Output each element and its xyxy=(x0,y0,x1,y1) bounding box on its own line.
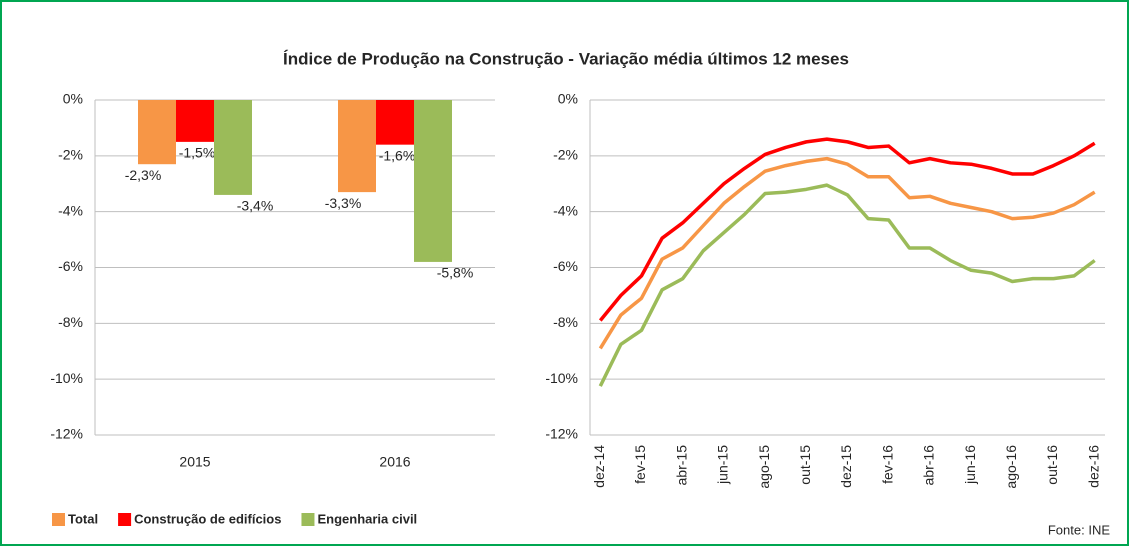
y-tick-label: -2% xyxy=(553,147,578,163)
x-tick-label: fev-16 xyxy=(879,445,895,484)
legend-label: Construção de edifícios xyxy=(134,511,281,526)
chart-title: Índice de Produção na Construção - Varia… xyxy=(283,49,849,68)
x-tick-label: ago-16 xyxy=(1003,445,1019,489)
bar xyxy=(376,100,414,145)
x-tick-label: 2015 xyxy=(179,454,210,470)
source: Fonte: INE xyxy=(1048,522,1110,537)
bar xyxy=(176,100,214,142)
line xyxy=(598,137,1096,322)
legend-label: Engenharia civil xyxy=(317,511,417,526)
bar xyxy=(214,100,252,195)
x-tick-label: dez-14 xyxy=(591,445,607,488)
data-label: -3,3% xyxy=(325,195,362,211)
y-tick-label: 0% xyxy=(558,91,578,107)
x-tick-label: fev-15 xyxy=(632,445,648,484)
data-label: -1,5% xyxy=(179,145,216,161)
x-tick-label: 2016 xyxy=(379,454,410,470)
data-label: -3,4% xyxy=(237,198,274,214)
legend-label: Total xyxy=(68,511,98,526)
y-tick-label: 0% xyxy=(63,91,83,107)
bar xyxy=(138,100,176,165)
y-tick-label: -8% xyxy=(553,314,578,330)
x-tick-label: dez-15 xyxy=(838,445,854,488)
x-tick-label: ago-15 xyxy=(756,445,772,489)
data-label: -5,8% xyxy=(437,265,474,281)
x-tick-label: abr-16 xyxy=(921,445,937,486)
bar xyxy=(414,100,452,262)
x-tick-label: out-16 xyxy=(1044,445,1060,485)
y-tick-label: -12% xyxy=(545,426,578,442)
y-tick-label: -10% xyxy=(545,370,578,386)
data-label: -2,3% xyxy=(125,167,162,183)
y-tick-label: -6% xyxy=(58,258,83,274)
y-tick-label: -6% xyxy=(553,258,578,274)
line xyxy=(598,156,1096,350)
y-tick-label: -4% xyxy=(58,202,83,218)
legend-swatch xyxy=(301,513,315,526)
x-tick-label: abr-15 xyxy=(673,445,689,486)
x-tick-label: jun-16 xyxy=(962,445,978,485)
data-label: -1,6% xyxy=(379,147,416,163)
y-tick-label: -12% xyxy=(50,426,83,442)
x-tick-label: dez-16 xyxy=(1085,445,1101,488)
y-tick-label: -8% xyxy=(58,314,83,330)
bar xyxy=(338,100,376,193)
legend-swatch xyxy=(118,513,132,526)
y-tick-label: -4% xyxy=(553,202,578,218)
y-tick-label: -2% xyxy=(58,147,83,163)
legend-swatch xyxy=(52,513,65,526)
x-tick-label: out-15 xyxy=(797,445,813,485)
y-tick-label: -10% xyxy=(50,370,83,386)
x-tick-label: jun-15 xyxy=(715,445,731,485)
line xyxy=(598,183,1096,387)
